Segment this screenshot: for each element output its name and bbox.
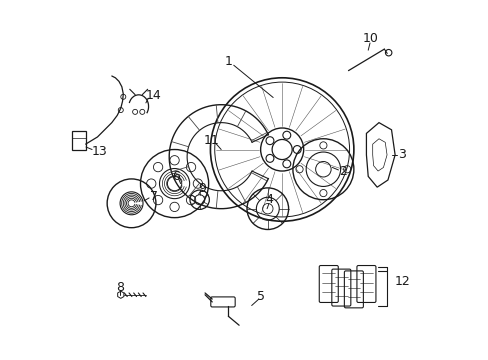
Text: 11: 11 <box>203 134 219 147</box>
Text: 13: 13 <box>91 145 107 158</box>
Text: 7: 7 <box>150 190 158 203</box>
Text: 3: 3 <box>398 148 406 161</box>
Text: 5: 5 <box>256 290 264 303</box>
Bar <box>72 131 85 150</box>
Text: 9: 9 <box>198 183 206 195</box>
Text: 8: 8 <box>116 281 123 294</box>
Text: 6: 6 <box>172 170 180 183</box>
Text: 4: 4 <box>265 193 273 206</box>
Text: 14: 14 <box>145 89 161 102</box>
Text: 1: 1 <box>224 55 232 68</box>
Text: 2: 2 <box>339 165 346 177</box>
Text: 12: 12 <box>394 275 410 288</box>
Text: 10: 10 <box>362 32 378 45</box>
